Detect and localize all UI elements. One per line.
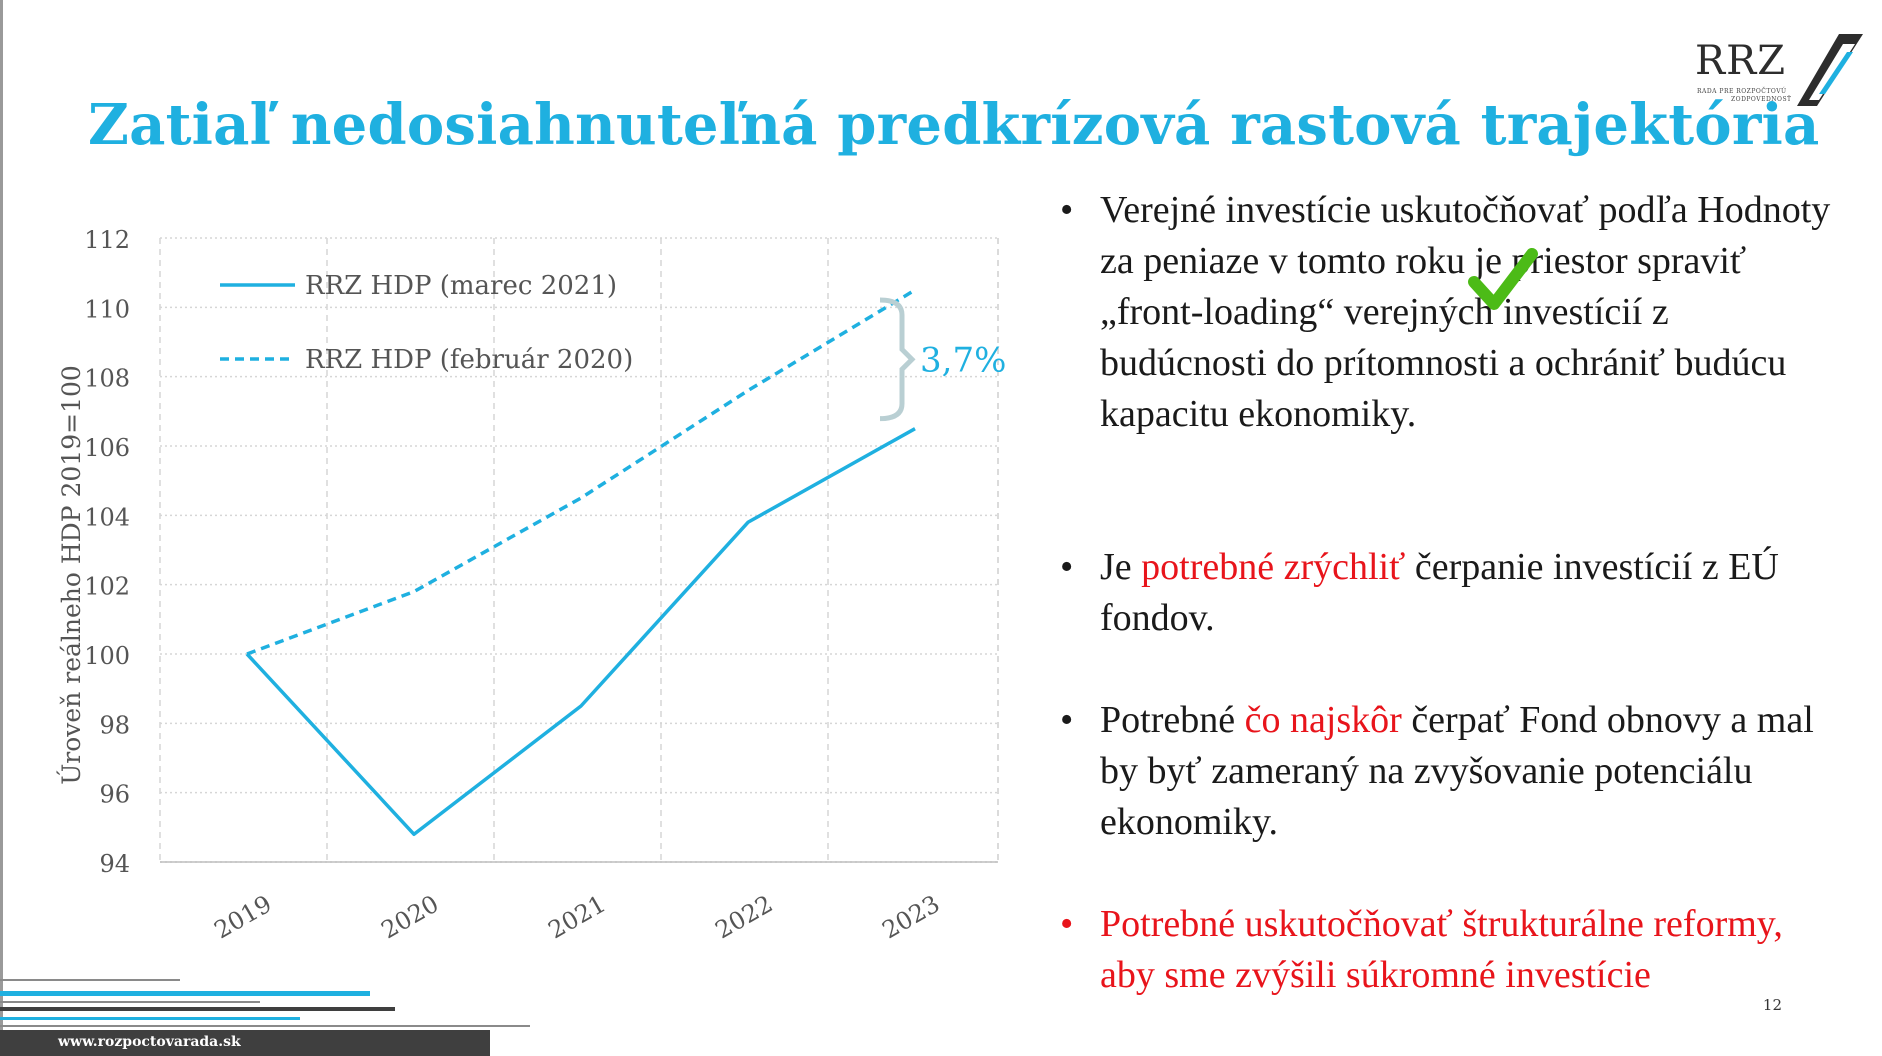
bullet-structural-reforms: Potrebné uskutočňovať štrukturálne refor… [1060, 899, 1840, 1001]
left-border-rule [0, 0, 3, 1056]
logo-subtitle-line2: ZODPOVEDNOSŤ [1731, 96, 1792, 103]
bullet-eu-funds: Je potrebné zrýchliť čerpanie investícií… [1060, 542, 1840, 644]
bullet-text-part2: v tomto roku je priestor spraviť „front-… [1100, 240, 1787, 435]
gdp-line-chart: 94 96 98 100 102 104 106 108 110 112 2019 2020 2021 2… [57, 226, 1006, 945]
y-tick-label: 112 [84, 226, 130, 254]
legend-label: RRZ HDP (marec 2021) [305, 271, 617, 301]
bullet-text-part1: Verejné investície uskutočňovať podľa Ho… [1100, 189, 1831, 282]
page-number: 12 [1762, 996, 1782, 1014]
series-line-february-2020 [246, 288, 916, 656]
y-axis-label: Úroveň reálneho HDP 2019=100 [57, 365, 86, 785]
footer-url: www.rozpoctovarada.sk [58, 1034, 241, 1050]
y-tick-label: 108 [84, 365, 130, 393]
logo-subtitle: RADA PRE ROZPOČTOVÚ ZODPOVEDNOSŤ [1697, 88, 1807, 104]
y-tick-label: 102 [84, 573, 130, 601]
footer-band [0, 1030, 490, 1056]
x-tick-label: 2021 [544, 890, 611, 945]
y-tick-label: 100 [84, 642, 130, 670]
series-line-march-2021 [245, 427, 916, 837]
bullet-recovery-fund-post: čerpať Fond obnovy a mal by byť zameraný… [1100, 699, 1814, 843]
x-tick-label: 2020 [377, 890, 444, 945]
bullet-eu-funds-highlight: potrebné zrýchliť [1141, 546, 1406, 588]
checkmark-icon [1468, 248, 1538, 310]
footer-decoration [0, 979, 530, 1027]
slide-title: Zatiaľ nedosiahnuteľná predkrízová rasto… [88, 92, 1820, 158]
bullet-eu-funds-pre: Je [1100, 546, 1142, 588]
difference-bracket [879, 297, 916, 422]
bullet-recovery-fund-pre: Potrebné [1100, 699, 1245, 741]
y-tick-label: 110 [84, 295, 130, 323]
legend-label: RRZ HDP (február 2020) [305, 345, 633, 375]
x-tick-label: 2019 [210, 890, 277, 945]
logo-subtitle-line1: RADA PRE ROZPOČTOVÚ [1697, 88, 1787, 95]
logo-text: RRZ [1695, 38, 1787, 84]
y-tick-label: 98 [99, 711, 130, 739]
bullet-value-for-money: Verejné investície uskutočňovať podľa Ho… [1060, 185, 1840, 440]
x-tick-label: 2022 [711, 890, 778, 945]
bullet-eu-funds-post: čerpanie investícií z EÚ fondov. [1100, 546, 1779, 639]
x-tick-label: 2023 [878, 890, 945, 945]
logo-slash-icon [1797, 34, 1863, 106]
bullet-recovery-fund-highlight: čo najskôr [1244, 699, 1402, 741]
difference-annotation: 3,7% [920, 340, 1006, 380]
bullet-recovery-fund: Potrebné čo najskôr čerpať Fond obnovy a… [1060, 695, 1840, 848]
rrz-logo: RRZ RADA PRE ROZPOČTOVÚ ZODPOVEDNOSŤ [1695, 30, 1870, 110]
y-tick-label: 94 [99, 850, 130, 878]
y-tick-label: 96 [99, 781, 130, 809]
y-tick-label: 104 [84, 503, 130, 531]
y-tick-label: 106 [84, 434, 130, 462]
